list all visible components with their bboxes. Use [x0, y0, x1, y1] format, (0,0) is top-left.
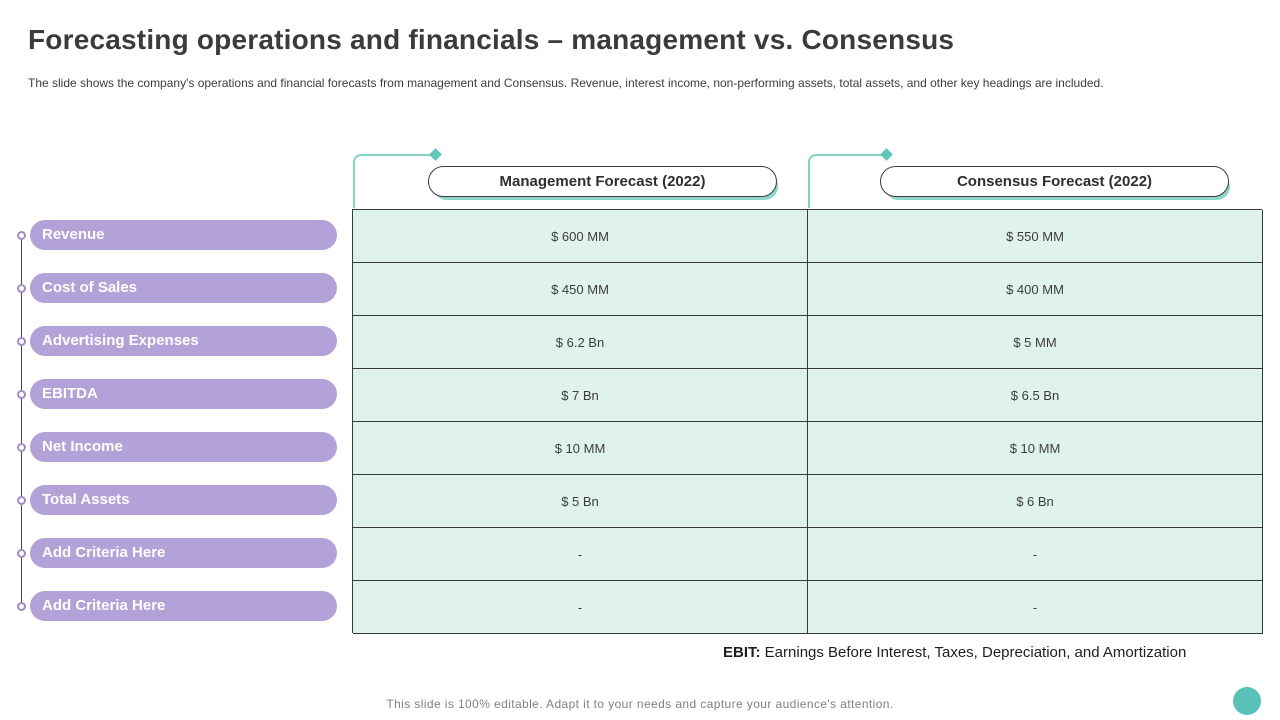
row-label-pill-advertising-expenses: Advertising Expenses	[30, 326, 337, 356]
table-cell-consensus-ebitda: $ 6.5 Bn	[808, 369, 1263, 422]
decorative-circle-icon	[1233, 687, 1261, 715]
table-cell-management-revenue: $ 600 MM	[353, 210, 808, 263]
ebit-footnote: EBIT: Earnings Before Interest, Taxes, D…	[723, 644, 1186, 661]
row-label-pill-ebitda: EBITDA	[30, 379, 337, 409]
slide-subtitle: The slide shows the company's operations…	[28, 76, 1104, 90]
row-label-pill-total-assets: Total Assets	[30, 485, 337, 515]
connector-node-icon	[17, 231, 26, 240]
table-cell-consensus-revenue: $ 550 MM	[808, 210, 1263, 263]
table-cell-consensus-net-income: $ 10 MM	[808, 422, 1263, 475]
page-title: Forecasting operations and financials – …	[28, 24, 955, 55]
table-cell-consensus-add-criteria-1: -	[808, 528, 1263, 581]
ebit-footnote-text: Earnings Before Interest, Taxes, Depreci…	[764, 644, 1187, 661]
table-cell-management-net-income: $ 10 MM	[353, 422, 808, 475]
connector-node-icon	[17, 337, 26, 346]
connector-line	[21, 235, 22, 606]
table-cell-management-add-criteria-2: -	[353, 581, 808, 634]
ebit-footnote-label: EBIT:	[723, 644, 761, 661]
row-label-pill-net-income: Net Income	[30, 432, 337, 462]
table-cell-consensus-cost-of-sales: $ 400 MM	[808, 263, 1263, 316]
connector-node-icon	[17, 496, 26, 505]
row-label-pill-revenue: Revenue	[30, 220, 337, 250]
table-cell-management-total-assets: $ 5 Bn	[353, 475, 808, 528]
editable-note: This slide is 100% editable. Adapt it to…	[386, 697, 894, 711]
table-cell-management-cost-of-sales: $ 450 MM	[353, 263, 808, 316]
row-label-pill-add-criteria-2: Add Criteria Here	[30, 591, 337, 621]
forecast-table: $ 600 MM $ 550 MM $ 450 MM $ 400 MM $ 6.…	[352, 209, 1263, 634]
table-cell-management-add-criteria-1: -	[353, 528, 808, 581]
table-cell-management-advertising: $ 6.2 Bn	[353, 316, 808, 369]
table-cell-consensus-total-assets: $ 6 Bn	[808, 475, 1263, 528]
bracket-line-management	[353, 154, 433, 208]
connector-node-icon	[17, 284, 26, 293]
table-cell-consensus-advertising: $ 5 MM	[808, 316, 1263, 369]
table-cell-consensus-add-criteria-2: -	[808, 581, 1263, 634]
connector-node-icon	[17, 602, 26, 611]
row-label-pill-add-criteria-1: Add Criteria Here	[30, 538, 337, 568]
connector-node-icon	[17, 549, 26, 558]
connector-node-icon	[17, 443, 26, 452]
connector-node-icon	[17, 390, 26, 399]
column-header-consensus: Consensus Forecast (2022)	[880, 166, 1229, 197]
bracket-line-consensus	[808, 154, 884, 208]
table-cell-management-ebitda: $ 7 Bn	[353, 369, 808, 422]
column-header-management: Management Forecast (2022)	[428, 166, 777, 197]
row-label-pill-cost-of-sales: Cost of Sales	[30, 273, 337, 303]
